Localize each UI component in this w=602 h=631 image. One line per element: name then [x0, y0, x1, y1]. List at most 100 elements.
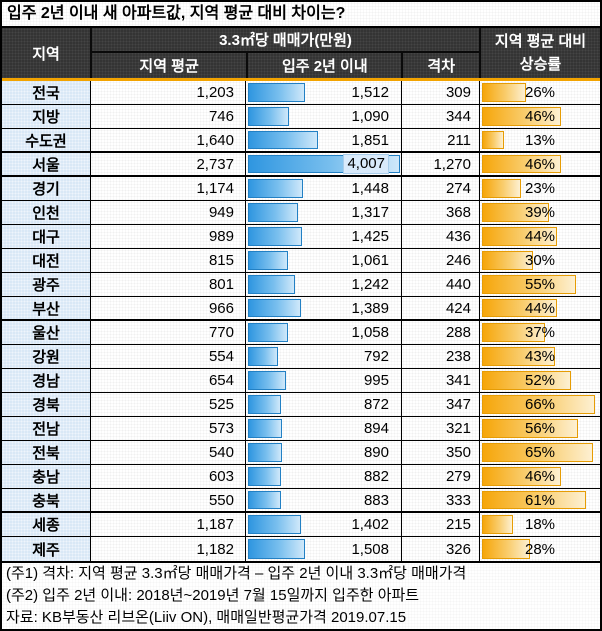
price-bar — [248, 179, 303, 198]
rate-value: 46% — [524, 108, 556, 125]
table-row: 경북 525 872 347 66% — [2, 393, 600, 417]
gap-value: 344 — [401, 105, 479, 128]
rate-cell: 46% — [479, 465, 600, 488]
price-bar — [248, 323, 289, 342]
rate-cell: 23% — [479, 177, 600, 200]
table-header: 지역 3.3㎡당 매매가(만원) 지역 평균 입주 2년 이내 격차 지역 평균… — [2, 28, 600, 78]
region-label: 세종 — [2, 513, 90, 536]
rate-bar — [482, 515, 513, 534]
region-label: 경남 — [2, 369, 90, 392]
header-region: 지역 — [32, 45, 60, 63]
rate-cell: 39% — [479, 201, 600, 224]
region-label: 전국 — [2, 81, 90, 104]
table-row: 광주 801 1,242 440 55% — [2, 273, 600, 297]
rate-value: 18% — [524, 516, 556, 533]
rate-value: 26% — [524, 84, 556, 101]
avg-price-value: 966 — [90, 297, 245, 319]
gap-value: 350 — [401, 441, 479, 464]
new-price-value: 995 — [363, 372, 389, 389]
table-row: 인천 949 1,317 368 39% — [2, 201, 600, 225]
gap-value: 326 — [401, 537, 479, 561]
avg-price-value: 815 — [90, 249, 245, 272]
price-bar — [248, 443, 282, 462]
avg-price-value: 1,187 — [90, 513, 245, 536]
new-price-cell: 792 — [245, 345, 401, 368]
region-label: 전남 — [2, 417, 90, 440]
table-row: 제주 1,182 1,508 326 28% — [2, 537, 600, 561]
gap-value: 288 — [401, 321, 479, 344]
region-label: 제주 — [2, 537, 90, 561]
price-bar — [248, 371, 286, 390]
new-price-value: 1,402 — [351, 516, 389, 533]
rate-bar — [482, 419, 578, 438]
new-price-cell: 995 — [245, 369, 401, 392]
rate-value: 23% — [524, 180, 556, 197]
rate-bar — [482, 107, 561, 126]
gap-value: 309 — [401, 81, 479, 104]
new-price-cell: 1,512 — [245, 81, 401, 104]
new-price-value: 1,242 — [351, 276, 389, 293]
rate-bar — [482, 203, 549, 222]
price-bar — [248, 131, 319, 149]
table-row: 충북 550 883 333 61% — [2, 489, 600, 513]
header-rate-line2: 상승률 — [519, 56, 562, 73]
price-bar — [248, 491, 282, 509]
rate-bar — [482, 347, 556, 366]
new-price-cell: 890 — [245, 441, 401, 464]
rate-value: 44% — [524, 299, 556, 317]
rate-bar — [482, 443, 594, 462]
rate-bar — [482, 275, 576, 294]
table-row: 경기 1,174 1,448 274 23% — [2, 177, 600, 201]
rate-bar — [482, 227, 558, 246]
gap-value: 347 — [401, 393, 479, 416]
table-row: 수도권 1,640 1,851 211 13% — [2, 129, 600, 153]
rate-bar — [482, 83, 527, 102]
rate-bar — [482, 539, 530, 559]
rate-value: 37% — [524, 324, 556, 341]
rate-cell: 26% — [479, 81, 600, 104]
avg-price-value: 550 — [90, 489, 245, 511]
gap-value: 1,270 — [401, 153, 479, 175]
new-price-cell: 1,402 — [245, 513, 401, 536]
table-row: 전국 1,203 1,512 309 26% — [2, 81, 600, 105]
avg-price-value: 573 — [90, 417, 245, 440]
avg-price-value: 801 — [90, 273, 245, 296]
gap-value: 274 — [401, 177, 479, 200]
price-bar — [248, 83, 306, 102]
new-price-value: 792 — [363, 348, 389, 365]
region-label: 전북 — [2, 441, 90, 464]
header-price-group-block: 3.3㎡당 매매가(만원) 지역 평균 입주 2년 이내 격차 — [90, 28, 479, 78]
rate-bar — [482, 467, 561, 486]
gap-value: 246 — [401, 249, 479, 272]
avg-price-value: 540 — [90, 441, 245, 464]
region-label: 충북 — [2, 489, 90, 511]
rate-value: 56% — [524, 420, 556, 437]
price-bar — [248, 203, 298, 222]
new-price-cell: 1,061 — [245, 249, 401, 272]
rate-cell: 56% — [479, 417, 600, 440]
table-row: 전남 573 894 321 56% — [2, 417, 600, 441]
gap-value: 333 — [401, 489, 479, 511]
gap-value: 368 — [401, 201, 479, 224]
header-price-group: 3.3㎡당 매매가(만원) — [92, 28, 479, 53]
new-price-cell: 1,058 — [245, 321, 401, 344]
table-row: 전북 540 890 350 65% — [2, 441, 600, 465]
table-row: 세종 1,187 1,402 215 18% — [2, 513, 600, 537]
new-price-value: 1,389 — [351, 299, 389, 317]
new-price-cell: 1,242 — [245, 273, 401, 296]
gap-value: 341 — [401, 369, 479, 392]
gap-value: 436 — [401, 225, 479, 248]
new-price-cell: 1,851 — [245, 129, 401, 151]
price-bar — [248, 347, 279, 366]
price-bar — [248, 251, 289, 270]
table-row: 대구 989 1,425 436 44% — [2, 225, 600, 249]
rate-value: 65% — [524, 444, 556, 461]
new-price-value: 894 — [363, 420, 389, 437]
avg-price-value: 1,174 — [90, 177, 245, 200]
price-bar — [248, 515, 302, 534]
gap-value: 279 — [401, 465, 479, 488]
rate-value: 52% — [524, 372, 556, 389]
price-bar — [248, 275, 296, 294]
source-note: 자료: KB부동산 리브온(Liiv ON), 매매일반평균가격 2019.07… — [2, 607, 600, 629]
